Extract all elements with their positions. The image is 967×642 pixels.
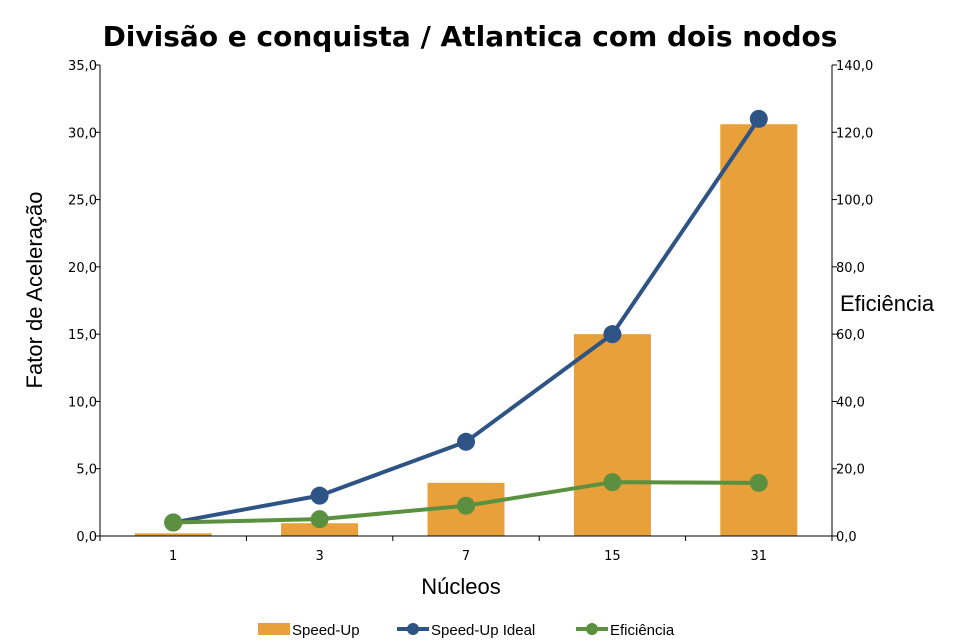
- y-tick-label: 5,0: [76, 463, 97, 478]
- legend-swatch: [258, 623, 290, 635]
- left-axis-ticks: 0,0 5,0 10,0 15,0 20,0 25,0 30,0 35,0: [68, 59, 100, 545]
- right-axis-ticks: 0,0 20,0 40,0 60,0 80,0 100,0 120,0 140,0: [832, 59, 873, 545]
- y-axis-title: Fator de Aceleração: [22, 192, 47, 389]
- legend-label: Speed-Up: [292, 622, 360, 639]
- plot-area: [134, 109, 798, 536]
- y2-tick-label: 140,0: [836, 59, 873, 74]
- bar-series: [134, 124, 798, 536]
- legend-swatch-marker: [407, 623, 419, 635]
- bar: [573, 334, 651, 536]
- x-tick-label: 1: [169, 549, 177, 564]
- y2-axis-title: Eficiência: [840, 291, 935, 316]
- legend-label: Eficiência: [610, 622, 675, 639]
- x-tick-label: 31: [751, 549, 768, 564]
- line-series: [164, 109, 768, 532]
- legend-label: Speed-Up Ideal: [431, 622, 535, 639]
- data-point: [749, 109, 768, 128]
- x-axis-title: Núcleos: [421, 574, 500, 599]
- data-point: [457, 432, 475, 451]
- y2-tick-label: 120,0: [836, 126, 873, 141]
- y2-tick-label: 40,0: [836, 395, 865, 410]
- y-tick-label: 25,0: [68, 194, 97, 209]
- y2-tick-label: 60,0: [836, 328, 865, 343]
- legend-swatch-marker: [586, 623, 598, 635]
- y-tick-label: 0,0: [76, 530, 97, 545]
- y-tick-label: 20,0: [68, 261, 97, 276]
- bar: [720, 124, 798, 536]
- data-point: [164, 513, 183, 532]
- y-tick-label: 30,0: [68, 126, 97, 141]
- chart-title: Divisão e conquista / Atlantica com dois…: [103, 20, 838, 53]
- data-point: [457, 496, 475, 515]
- y2-tick-label: 20,0: [836, 463, 865, 478]
- y2-tick-label: 100,0: [836, 194, 873, 209]
- series-line: [172, 117, 761, 525]
- bar: [134, 533, 212, 536]
- y-tick-label: 15,0: [68, 328, 97, 343]
- bar: [281, 523, 359, 536]
- y2-tick-label: 80,0: [836, 261, 865, 276]
- data-point: [310, 486, 329, 505]
- x-tick-label: 7: [462, 549, 470, 564]
- data-point: [603, 325, 622, 344]
- x-axis-ticks: 1 3 7 15 31: [99, 536, 833, 564]
- y-tick-label: 10,0: [68, 395, 97, 410]
- y-tick-label: 35,0: [68, 59, 97, 74]
- x-tick-label: 3: [315, 549, 323, 564]
- data-point: [749, 473, 768, 492]
- data-point: [310, 510, 329, 529]
- y2-tick-label: 0,0: [836, 530, 857, 545]
- data-point: [603, 473, 622, 492]
- legend: Speed-Up Speed-Up Ideal Eficiência: [258, 622, 675, 639]
- x-tick-label: 15: [604, 549, 621, 564]
